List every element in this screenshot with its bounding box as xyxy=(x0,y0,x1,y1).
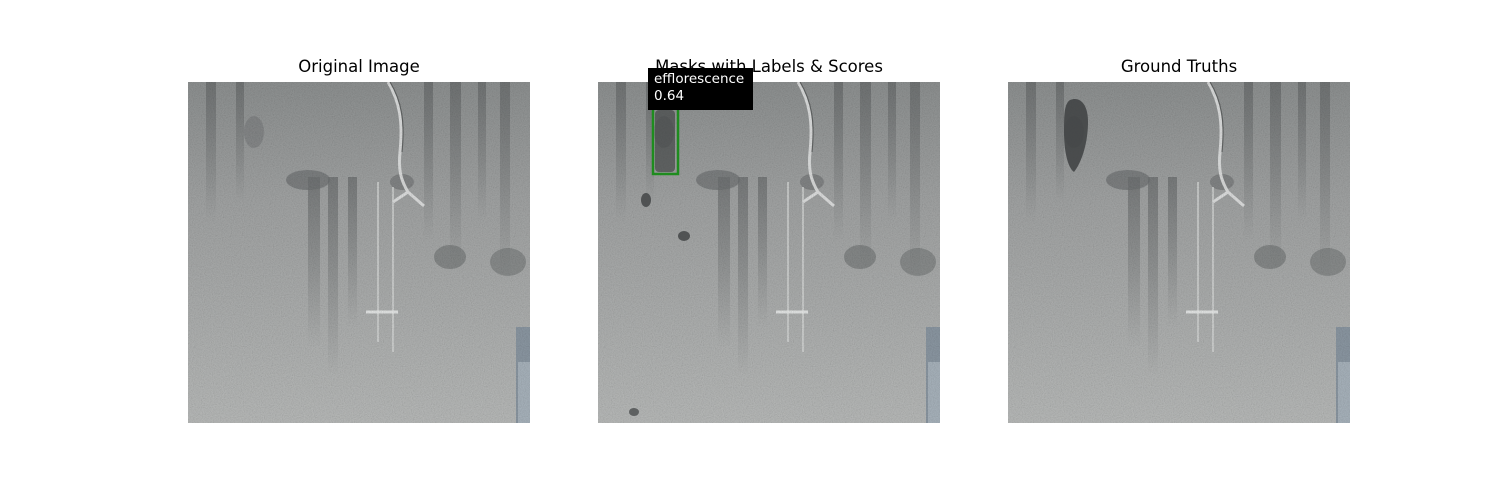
predicted-mask xyxy=(629,110,690,416)
panel-title-original: Original Image xyxy=(298,57,420,76)
detection-score: 0.64 xyxy=(654,88,685,104)
detection-label: efflorescence 0.64 xyxy=(648,68,753,110)
prediction-image xyxy=(598,82,940,423)
ground-truth-mask xyxy=(1064,98,1088,172)
ground-truth-image xyxy=(1008,82,1350,423)
detection-class: efflorescence xyxy=(654,71,745,87)
original-image xyxy=(188,82,530,423)
panel-title-ground-truths: Ground Truths xyxy=(1120,57,1238,76)
